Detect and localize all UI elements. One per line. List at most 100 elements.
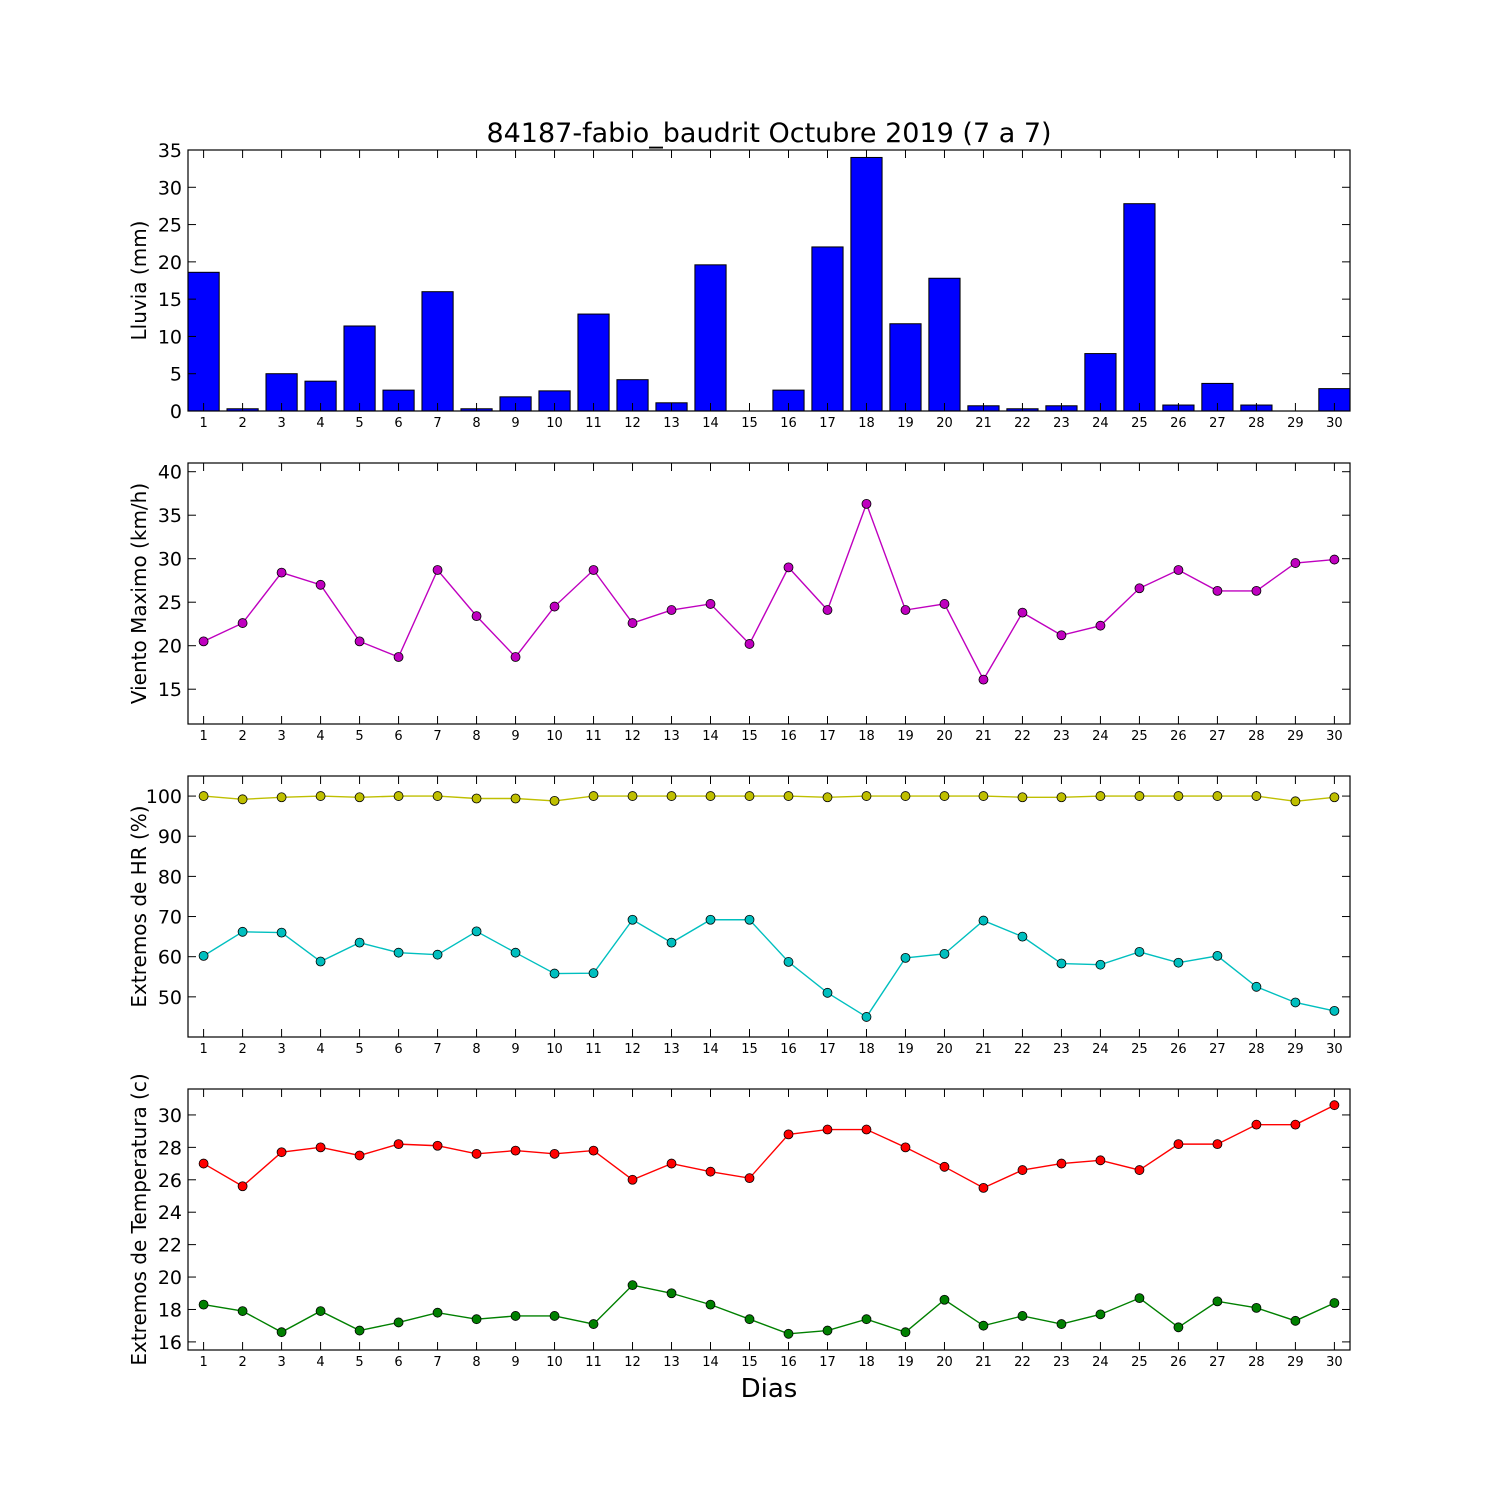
data-point	[978, 1320, 989, 1331]
data-point	[1251, 981, 1262, 992]
x-tick-label: 5	[355, 1042, 363, 1057]
data-point	[1212, 1139, 1223, 1150]
x-tick-label: 13	[663, 1355, 680, 1370]
data-point	[276, 1147, 287, 1158]
data-point	[549, 1148, 560, 1159]
data-point	[783, 562, 794, 573]
data-point	[627, 1280, 638, 1291]
x-tick-label: 17	[819, 1355, 836, 1370]
bar	[889, 323, 922, 412]
data-point	[471, 611, 482, 622]
data-point	[393, 947, 404, 958]
x-tick-label: 25	[1131, 416, 1148, 431]
data-point	[861, 498, 872, 509]
data-point	[783, 791, 794, 801]
x-tick-label: 7	[433, 1042, 441, 1057]
data-point	[510, 947, 521, 958]
data-point	[588, 1145, 599, 1156]
data-point	[705, 599, 716, 609]
x-tick-label: 20	[936, 729, 953, 744]
data-point	[315, 1142, 326, 1153]
data-point	[510, 1145, 521, 1156]
data-point	[822, 987, 833, 998]
x-tick-label: 2	[238, 1042, 246, 1057]
series-line	[203, 1284, 1335, 1335]
data-point	[861, 791, 872, 801]
data-point	[393, 1317, 404, 1328]
data-point	[1134, 946, 1145, 957]
x-tick-label: 21	[975, 1355, 992, 1370]
x-tick-label: 12	[624, 1042, 641, 1057]
x-tick-label: 4	[316, 729, 324, 744]
data-point	[354, 1150, 365, 1161]
x-tick-label: 5	[355, 416, 363, 431]
x-tick-label: 15	[741, 416, 758, 431]
data-point	[939, 1161, 950, 1172]
x-tick-label: 18	[858, 416, 875, 431]
data-point	[1329, 554, 1340, 565]
data-point	[549, 796, 560, 806]
data-point	[198, 1158, 209, 1169]
x-tick-label: 2	[238, 729, 246, 744]
data-point	[666, 1158, 677, 1169]
data-point	[1095, 959, 1106, 970]
x-tick-label: 13	[663, 1042, 680, 1057]
data-point	[900, 1142, 911, 1153]
y-tick-label: 10	[158, 326, 182, 348]
data-point	[939, 1294, 950, 1305]
x-tick-label: 28	[1248, 416, 1265, 431]
data-point	[939, 791, 950, 801]
data-point	[1095, 1155, 1106, 1166]
x-tick-label: 25	[1131, 1042, 1148, 1057]
x-axis-label: Dias	[741, 1374, 798, 1404]
data-point	[1212, 791, 1223, 801]
x-tick-label: 8	[472, 1355, 480, 1370]
x-tick-label: 11	[585, 1355, 602, 1370]
x-tick-label: 24	[1092, 1355, 1109, 1370]
data-point	[822, 1325, 833, 1336]
y-tick-label: 24	[158, 1202, 182, 1224]
x-tick-label: 17	[819, 1042, 836, 1057]
data-point	[1134, 583, 1145, 594]
data-point	[744, 914, 755, 925]
x-tick-label: 4	[316, 1042, 324, 1057]
x-tick-label: 22	[1014, 1355, 1031, 1370]
data-point	[1212, 950, 1223, 961]
x-tick-label: 17	[819, 416, 836, 431]
data-point	[1251, 791, 1262, 801]
data-point	[237, 1181, 248, 1192]
x-tick-label: 13	[663, 729, 680, 744]
data-point	[510, 652, 521, 662]
x-tick-label: 30	[1326, 1042, 1343, 1057]
data-point	[237, 618, 248, 628]
data-point	[705, 1166, 716, 1177]
data-point	[1095, 1309, 1106, 1320]
data-point	[510, 793, 521, 804]
x-tick-label: 26	[1170, 729, 1187, 744]
x-tick-label: 8	[472, 729, 480, 744]
data-point	[744, 639, 755, 649]
data-point	[783, 1129, 794, 1140]
x-tick-label: 28	[1248, 1355, 1265, 1370]
x-tick-label: 4	[316, 1355, 324, 1370]
bar	[577, 313, 610, 412]
x-tick-label: 9	[511, 416, 519, 431]
data-point	[471, 793, 482, 804]
y-axis-label: Extremos de Temperatura (c)	[127, 1073, 151, 1365]
y-tick-label: 28	[158, 1137, 182, 1159]
x-tick-label: 6	[394, 729, 402, 744]
y-tick-label: 20	[158, 636, 182, 658]
x-tick-label: 1	[199, 416, 207, 431]
data-point	[900, 953, 911, 963]
data-point	[588, 1319, 599, 1329]
data-point	[1173, 791, 1184, 801]
x-tick-label: 10	[546, 729, 563, 744]
x-tick-label: 6	[394, 1042, 402, 1057]
x-tick-label: 9	[511, 1355, 519, 1370]
bar	[421, 291, 454, 412]
x-tick-label: 11	[585, 1042, 602, 1057]
